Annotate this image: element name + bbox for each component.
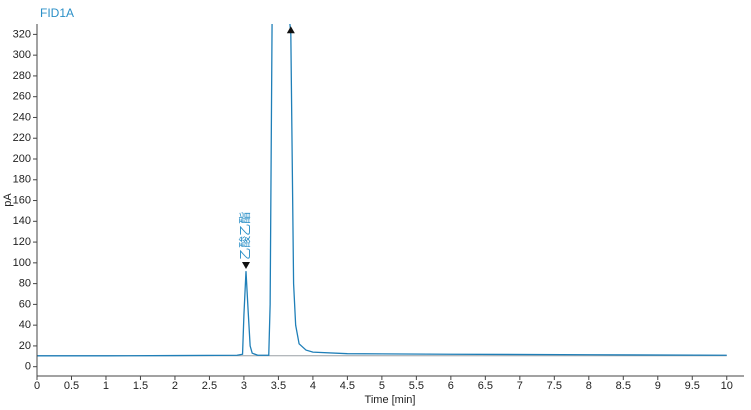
x-tick-label: 2.5 <box>202 380 217 392</box>
x-tick-label: 3 <box>241 380 247 392</box>
chart-title: FID1A <box>40 6 74 20</box>
x-tick-label: 5.5 <box>409 380 424 392</box>
x-tick-label: 9 <box>655 380 661 392</box>
y-tick-label: 140 <box>13 215 31 227</box>
x-tick-label: 0.5 <box>64 380 79 392</box>
y-tick-label: 0 <box>25 361 31 373</box>
y-tick-label: 260 <box>13 91 31 103</box>
y-tick-label: 320 <box>13 28 31 40</box>
y-tick-label: 240 <box>13 111 31 123</box>
y-tick-label: 60 <box>19 298 31 310</box>
y-tick-label: 100 <box>13 257 31 269</box>
x-tick-label: 1 <box>103 380 109 392</box>
y-tick-label: 300 <box>13 49 31 61</box>
y-tick-label: 180 <box>13 174 31 186</box>
x-tick-label: 10 <box>721 380 733 392</box>
y-tick-label: 40 <box>19 319 31 331</box>
y-tick-label: 280 <box>13 70 31 82</box>
y-tick-label: 80 <box>19 278 31 290</box>
y-tick-label: 20 <box>19 340 31 352</box>
y-tick-label: 120 <box>13 236 31 248</box>
x-tick-label: 0 <box>34 380 40 392</box>
y-tick-label: 220 <box>13 132 31 144</box>
x-tick-label: 4.5 <box>340 380 355 392</box>
x-tick-label: 9.5 <box>685 380 700 392</box>
y-axis-label: pA <box>2 193 14 207</box>
x-tick-label: 7.5 <box>547 380 562 392</box>
peak-annotation: 乙酸乙酯 <box>237 212 252 260</box>
signal-trace <box>37 24 727 357</box>
x-tick-label: 6 <box>448 380 454 392</box>
y-tick-label: 160 <box>13 194 31 206</box>
x-tick-label: 7 <box>517 380 523 392</box>
x-tick-label: 8.5 <box>616 380 631 392</box>
x-tick-label: 5 <box>379 380 385 392</box>
x-axis-label: Time [min] <box>365 394 416 406</box>
x-tick-label: 1.5 <box>133 380 148 392</box>
peak-marker <box>241 261 250 269</box>
peak-marker <box>286 26 295 34</box>
x-tick-label: 2 <box>172 380 178 392</box>
x-tick-label: 4 <box>310 380 316 392</box>
plot-area <box>37 24 727 357</box>
y-tick-label: 200 <box>13 153 31 165</box>
x-tick-label: 8 <box>586 380 592 392</box>
x-tick-label: 3.5 <box>271 380 286 392</box>
x-tick-label: 6.5 <box>478 380 493 392</box>
